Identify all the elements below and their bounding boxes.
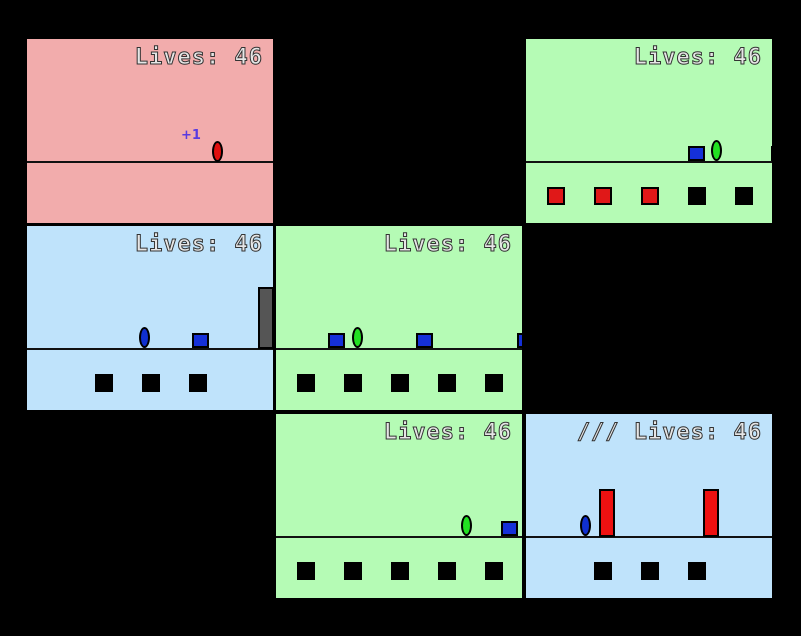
obstacle-pillar xyxy=(258,287,273,349)
player-ball xyxy=(580,515,591,536)
life-slot xyxy=(735,187,753,205)
lives-counter: /// Lives: 46 xyxy=(576,420,762,446)
obstacle-block xyxy=(517,333,522,348)
ground-line xyxy=(526,161,772,163)
obstacle-block xyxy=(416,333,433,348)
life-slot xyxy=(95,374,113,392)
life-slot xyxy=(344,374,362,392)
life-slot xyxy=(641,187,659,205)
life-slot xyxy=(189,374,207,392)
player-ball xyxy=(139,327,150,348)
obstacle-pillar xyxy=(599,489,615,537)
life-slot xyxy=(594,562,612,580)
ground-line xyxy=(276,348,522,350)
game-panel-4: Lives: 46 xyxy=(275,225,523,411)
life-slot xyxy=(297,562,315,580)
lives-counter: Lives: 46 xyxy=(383,420,512,446)
player-ball xyxy=(711,140,722,161)
life-slot xyxy=(485,374,503,392)
life-slot xyxy=(344,562,362,580)
game-panel-5: Lives: 46 xyxy=(275,413,523,599)
ground-line xyxy=(27,348,273,350)
obstacle-block xyxy=(501,521,518,536)
life-slot xyxy=(688,187,706,205)
lives-counter: Lives: 46 xyxy=(383,232,512,258)
life-slot xyxy=(547,187,565,205)
game-panel-3: Lives: 46 xyxy=(26,225,274,411)
ground-line xyxy=(276,536,522,538)
score-bonus-popup: +1 xyxy=(181,128,201,143)
game-panel-6: /// Lives: 46 xyxy=(525,413,773,599)
obstacle-pillar xyxy=(703,489,719,537)
game-panel-1: Lives: 46 +1 xyxy=(26,38,274,224)
lives-counter: Lives: 46 xyxy=(633,45,762,71)
life-slot xyxy=(297,374,315,392)
life-slot xyxy=(438,562,456,580)
player-ball xyxy=(461,515,472,536)
obstacle-block xyxy=(771,146,772,161)
ground-line xyxy=(27,161,273,163)
lives-counter: Lives: 46 xyxy=(134,232,263,258)
life-slot xyxy=(438,374,456,392)
life-slot xyxy=(641,562,659,580)
obstacle-block xyxy=(328,333,345,348)
life-slot xyxy=(485,562,503,580)
life-slot xyxy=(594,187,612,205)
obstacle-block xyxy=(192,333,209,348)
ground-line xyxy=(526,536,772,538)
player-ball xyxy=(352,327,363,348)
game-panel-2: Lives: 46 xyxy=(525,38,773,224)
obstacle-block xyxy=(688,146,705,161)
life-slot xyxy=(391,562,409,580)
player-ball xyxy=(212,141,223,162)
life-slot xyxy=(142,374,160,392)
life-slot xyxy=(391,374,409,392)
life-slot xyxy=(688,562,706,580)
lives-counter: Lives: 46 xyxy=(134,45,263,71)
